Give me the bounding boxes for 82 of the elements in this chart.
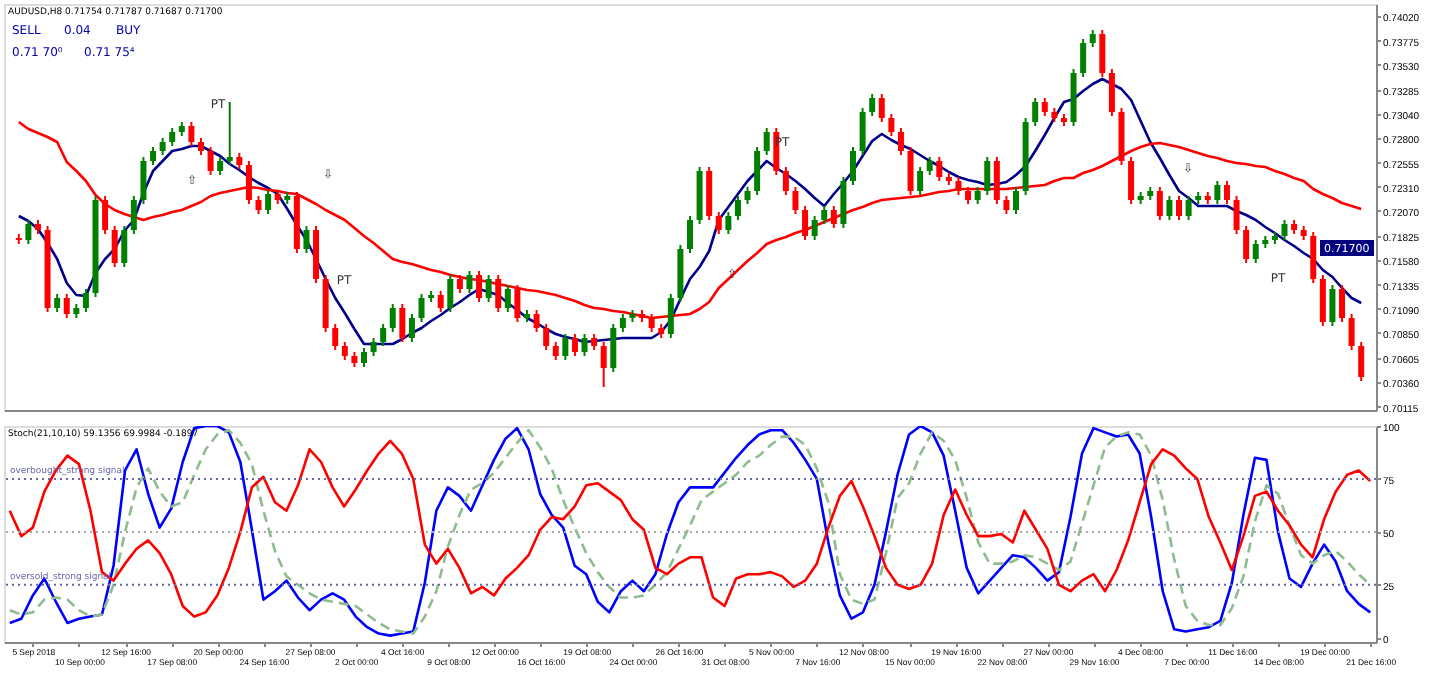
candlestick — [1358, 341, 1365, 382]
candlestick — [725, 211, 732, 235]
candlestick — [571, 333, 578, 357]
candlestick — [1176, 195, 1183, 221]
candlestick — [1319, 274, 1326, 327]
candlestick — [859, 107, 866, 156]
candlestick — [207, 146, 214, 176]
candlestick — [25, 219, 32, 245]
candlestick — [1223, 180, 1230, 205]
candlestick — [408, 313, 415, 343]
candlestick — [543, 323, 550, 351]
candlestick — [111, 225, 118, 268]
candlestick — [1099, 29, 1106, 78]
candlestick — [360, 347, 367, 368]
candlestick — [495, 274, 502, 313]
candlestick — [1252, 239, 1259, 264]
candlestick — [610, 323, 617, 373]
candlestick — [888, 113, 895, 137]
candlestick — [667, 293, 674, 339]
candlestick — [1108, 68, 1115, 117]
candlestick — [1166, 195, 1173, 221]
candlestick — [715, 211, 722, 235]
candlestick — [332, 323, 339, 351]
candlestick — [936, 156, 943, 182]
candlestick — [265, 189, 272, 215]
candlestick — [581, 333, 588, 357]
candlestick — [1185, 195, 1192, 221]
candlestick — [897, 127, 904, 156]
candlestick — [63, 293, 70, 319]
candlestick — [121, 225, 128, 268]
candlestick — [418, 293, 425, 323]
candlestick — [830, 205, 837, 229]
candlestick — [1329, 284, 1336, 327]
candlestick — [130, 195, 137, 235]
candlestick — [1348, 313, 1355, 351]
candlestick — [226, 101, 233, 166]
candlestick — [399, 303, 406, 343]
candlestick — [389, 303, 396, 333]
candlestick — [792, 186, 799, 215]
candlestick — [840, 176, 847, 229]
candlestick — [1243, 225, 1250, 264]
candlestick — [533, 309, 540, 333]
candlestick — [782, 166, 789, 196]
candlestick — [734, 195, 741, 221]
candlestick — [1214, 180, 1221, 205]
candlestick — [102, 195, 109, 235]
candlestick — [600, 341, 607, 388]
candlestick — [245, 160, 252, 205]
candlestick — [1156, 186, 1163, 221]
candlestick — [380, 323, 387, 347]
candlestick — [917, 166, 924, 196]
candlestick — [1080, 38, 1087, 78]
candlestick — [878, 93, 885, 123]
candlestick — [188, 121, 195, 147]
candlestick — [993, 156, 1000, 205]
candlestick — [1032, 97, 1039, 127]
candlestick — [1013, 186, 1020, 215]
candlestick — [1233, 195, 1240, 235]
candlestick — [476, 270, 483, 303]
candlestick — [802, 205, 809, 241]
candlestick — [811, 215, 818, 241]
candlestick — [706, 166, 713, 221]
candlestick — [466, 270, 473, 294]
candlestick — [562, 333, 569, 361]
candlestick — [485, 274, 492, 303]
candlestick — [907, 146, 914, 196]
candlestick — [1310, 231, 1317, 284]
candlestick — [1339, 284, 1346, 323]
candlestick — [140, 156, 147, 205]
candlestick — [1128, 156, 1135, 205]
candlestick — [303, 225, 310, 254]
candlestick — [850, 146, 857, 186]
candlestick — [82, 288, 89, 313]
candlestick — [1281, 219, 1288, 241]
candlestick — [504, 284, 511, 313]
candlestick — [447, 274, 454, 313]
candlestick — [869, 93, 876, 117]
candlestick — [687, 215, 693, 254]
candlestick — [763, 127, 770, 156]
candlestick — [437, 290, 444, 313]
candlestick — [754, 146, 761, 196]
candlestick — [984, 156, 991, 196]
